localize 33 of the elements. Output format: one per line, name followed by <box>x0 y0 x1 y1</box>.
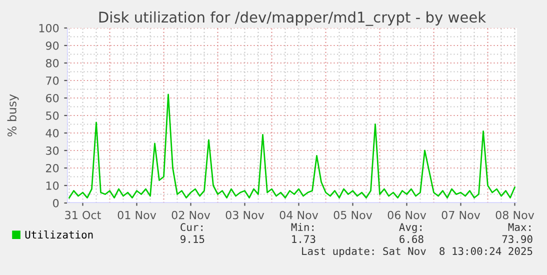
y-tick-label: 100 <box>39 24 59 32</box>
y-tick-label: 0 <box>53 198 59 208</box>
x-tick-label: 04 Nov <box>280 210 318 220</box>
chart-title: Disk utilization for /dev/mapper/md1_crypt - by week <box>99 11 486 26</box>
text: Cur: <box>180 223 202 232</box>
text: Avg: <box>399 223 422 234</box>
y-tick-label: 30 <box>46 146 59 155</box>
y-tick-label: 20 <box>46 164 59 172</box>
x-tick-label: 31 Oct <box>65 210 101 220</box>
y-tick-label: 40 <box>46 128 59 138</box>
x-tick-label: 01 Nov <box>118 210 156 220</box>
text: Last update: Sat Nov 8 13:00:24 2025 <box>302 246 532 258</box>
x-tick-label: 03 Nov <box>226 210 264 220</box>
y-tick-label: 80 <box>46 58 59 68</box>
legend-label: Utilization <box>25 230 93 239</box>
x-tick-label: 05 Nov <box>334 210 372 220</box>
x-tick-label: 02 Nov <box>172 210 210 220</box>
y-tick-label: 60 <box>46 94 59 102</box>
y-tick-label: 10 <box>46 181 59 190</box>
line-series <box>68 94 516 198</box>
y-axis-title: % busy <box>7 94 19 136</box>
y-tick-label: 50 <box>46 111 59 120</box>
y-tick-label: 70 <box>46 76 59 85</box>
x-tick-label: 08 Nov <box>496 210 534 220</box>
text: 1.73 <box>292 235 316 244</box>
text: Max: <box>508 223 530 232</box>
y-tick-label: 90 <box>46 41 59 50</box>
x-tick-label: 07 Nov <box>442 210 480 220</box>
text: 6.68 <box>400 235 424 244</box>
text: Min: <box>291 222 314 231</box>
text: 73.90 <box>502 235 532 244</box>
x-tick-label: 06 Nov <box>388 210 426 220</box>
text: 9.15 <box>180 235 204 244</box>
